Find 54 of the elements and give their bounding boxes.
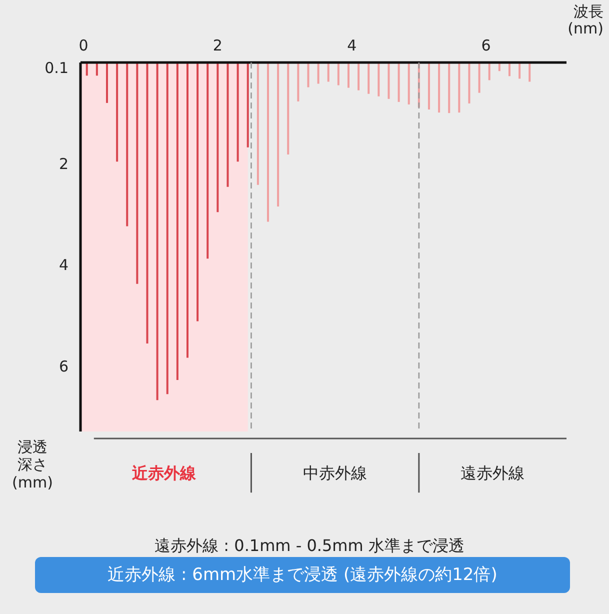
bar xyxy=(236,62,239,162)
y-tick-label: 2 xyxy=(58,155,69,174)
bar xyxy=(307,62,310,88)
bar xyxy=(287,62,290,154)
text: 中赤外線 xyxy=(303,463,368,482)
bar xyxy=(156,62,158,400)
bar xyxy=(126,62,128,226)
bar xyxy=(246,62,249,148)
y-tick-label: 6 xyxy=(58,357,69,376)
bar xyxy=(458,62,460,113)
x-tick-label: 0 xyxy=(78,36,88,54)
text: 近赤外線 : 6mm水準まで浸透 (遠赤外線の約12倍) xyxy=(108,564,498,587)
bar xyxy=(116,62,118,162)
bar xyxy=(428,62,430,110)
x-tick-label: 2 xyxy=(212,36,222,54)
bar xyxy=(327,62,330,82)
bar xyxy=(347,62,350,88)
bar xyxy=(358,62,360,90)
bar xyxy=(297,62,300,102)
text: 遠赤外線 xyxy=(460,463,525,482)
bar xyxy=(388,62,390,99)
bar xyxy=(488,62,490,80)
bar xyxy=(468,62,470,104)
bar xyxy=(398,62,400,102)
bar xyxy=(368,62,370,94)
bar xyxy=(106,62,108,103)
bar xyxy=(206,62,209,259)
bar xyxy=(186,62,188,358)
bar xyxy=(408,62,410,104)
bar xyxy=(226,62,229,187)
bar xyxy=(448,62,450,114)
y-tick-label: 0.1 xyxy=(44,59,69,78)
bar xyxy=(317,62,320,84)
bar xyxy=(196,62,199,322)
bar xyxy=(256,62,259,185)
bar xyxy=(277,62,280,207)
text: 遠赤外線 : 0.1mm - 0.5mm 水準まで浸透 xyxy=(154,535,464,557)
bar xyxy=(378,62,380,96)
y-axis-title: 浸透深さ(mm) xyxy=(12,438,53,492)
y-tick-label: 4 xyxy=(58,256,69,274)
bar xyxy=(438,62,440,113)
bar xyxy=(136,62,138,284)
bar xyxy=(166,62,168,394)
x-tick-label: 4 xyxy=(347,36,357,54)
bar xyxy=(266,62,269,222)
x-axis-title: 波長(nm) xyxy=(568,2,604,38)
bar xyxy=(146,62,148,344)
bar xyxy=(216,62,219,212)
bar xyxy=(528,62,531,82)
x-tick-label: 6 xyxy=(481,36,491,54)
bar xyxy=(176,62,178,380)
bar xyxy=(337,62,340,86)
band-label: 近赤外線 xyxy=(131,463,198,482)
bar xyxy=(478,62,480,93)
